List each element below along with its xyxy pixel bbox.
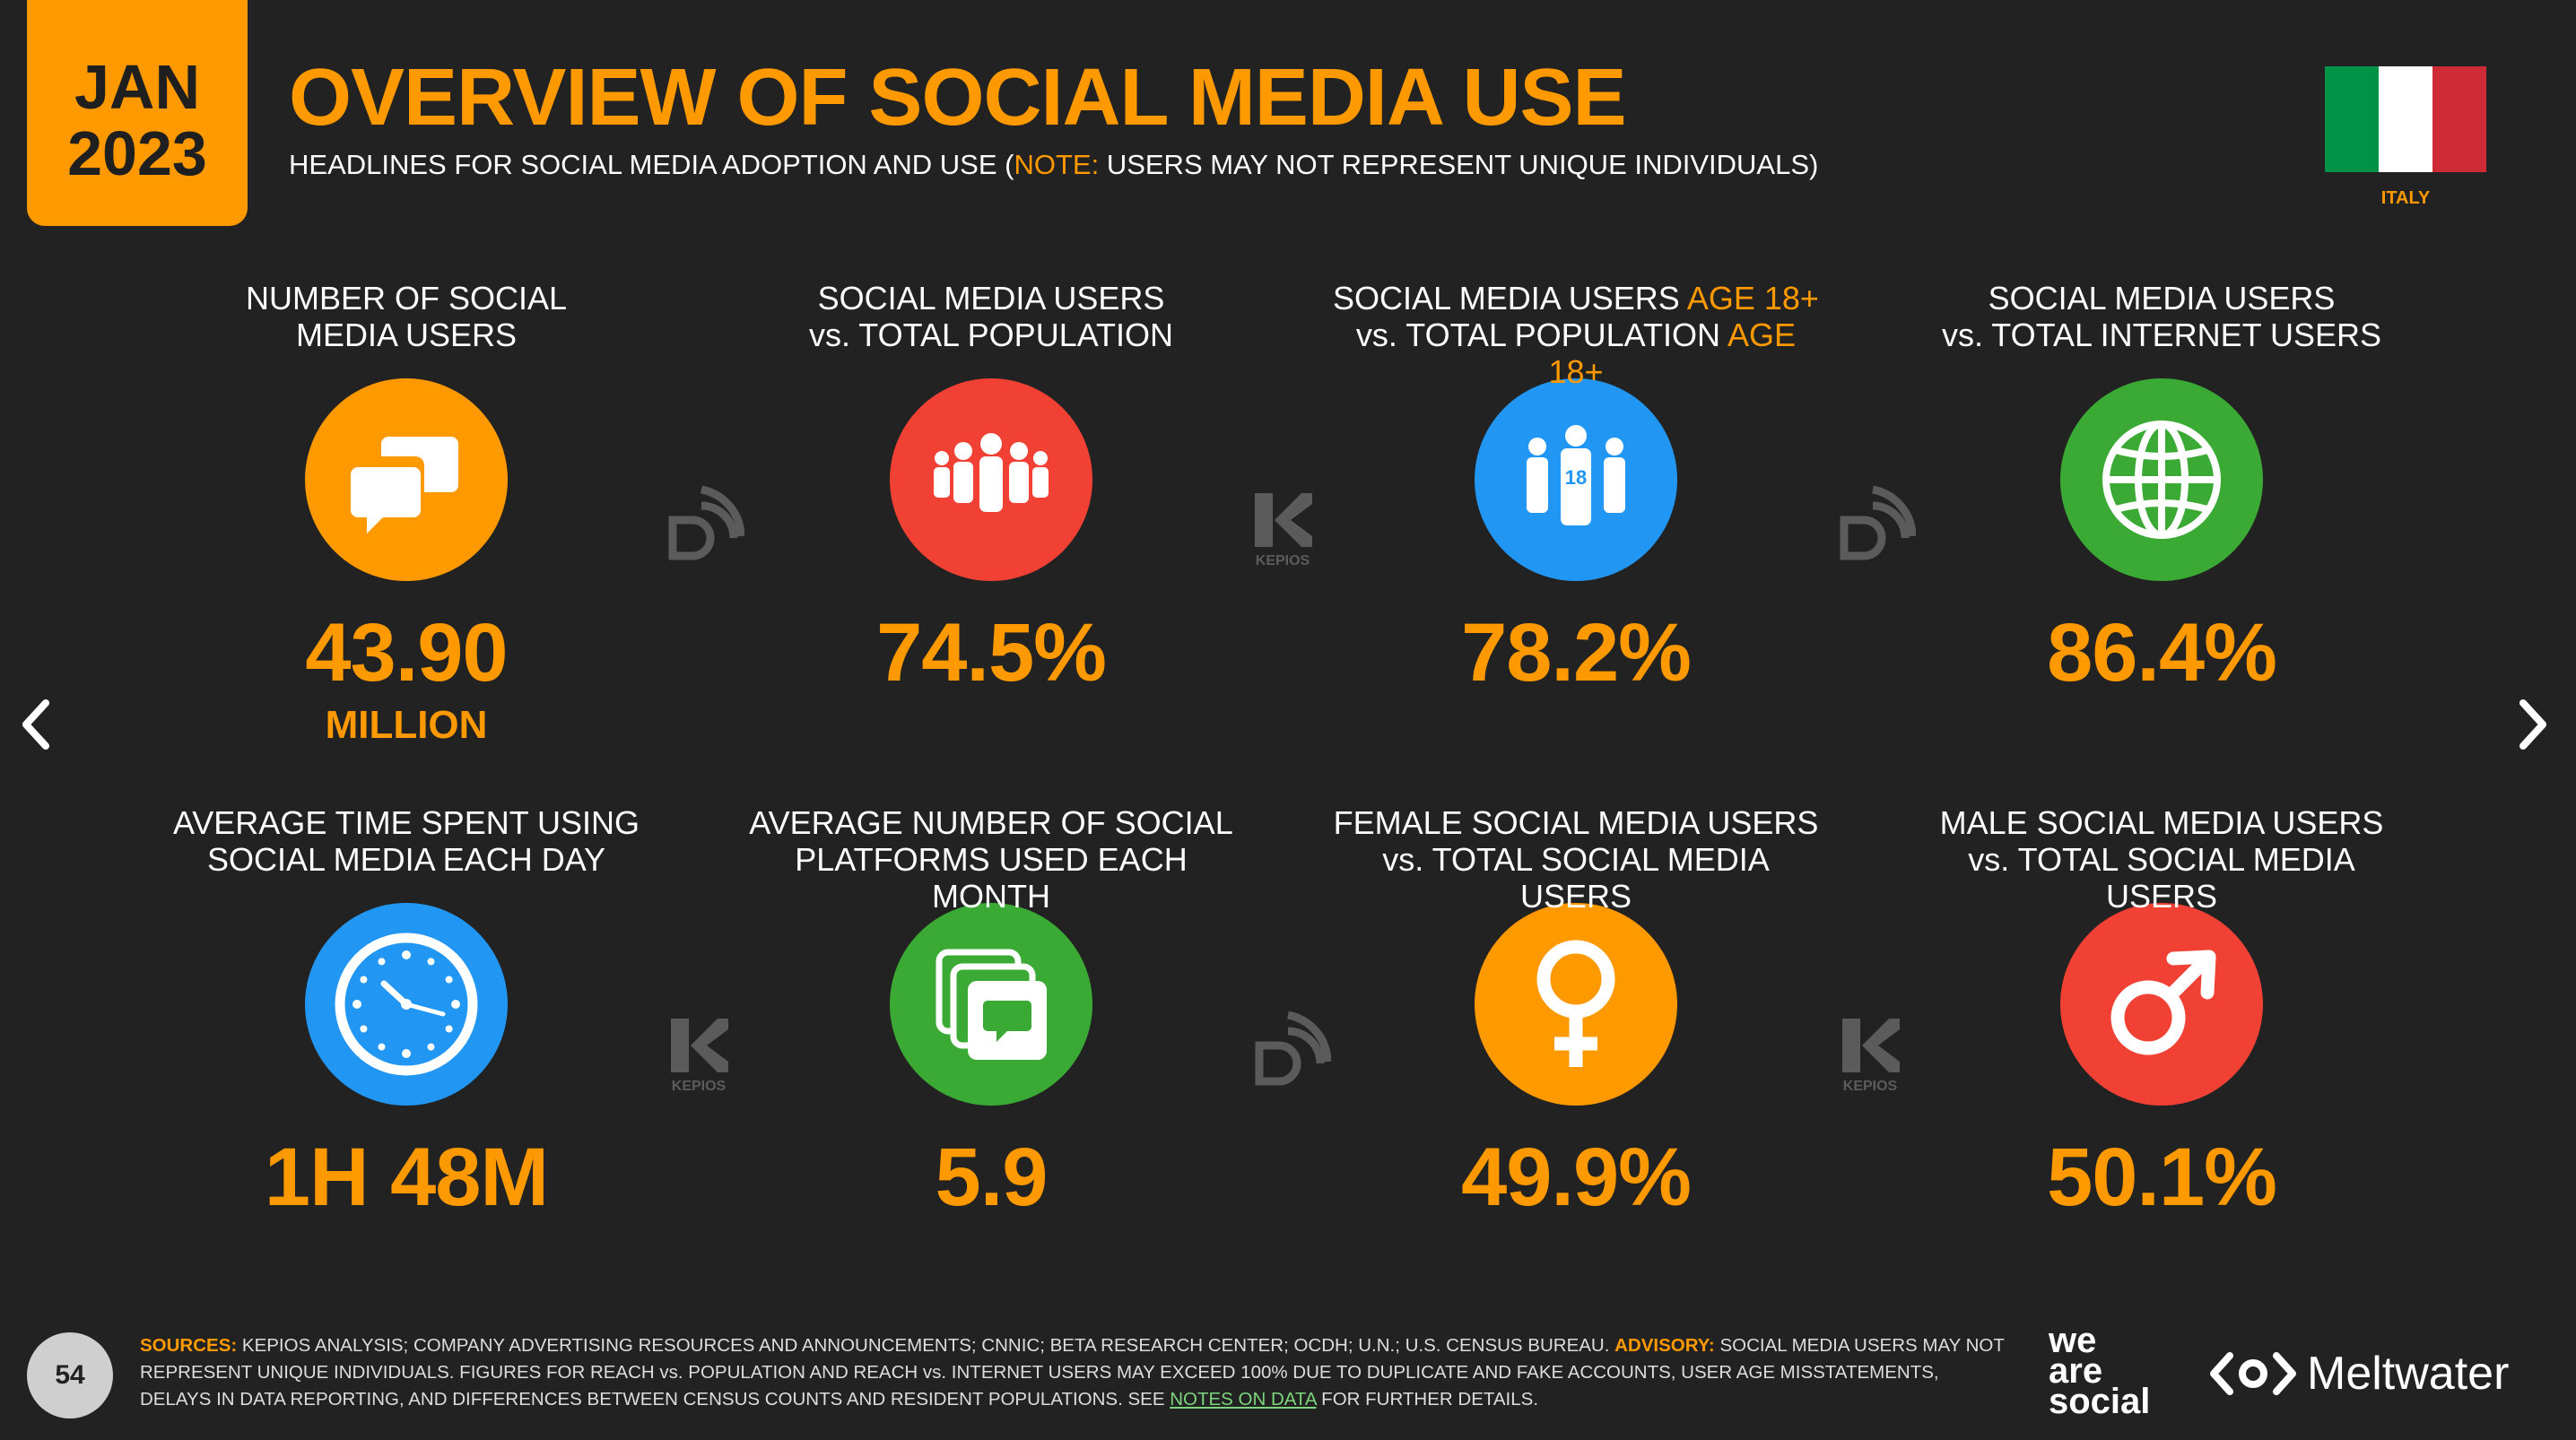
- stat-label: FEMALE SOCIAL MEDIA USERS vs. TOTAL SOCIA…: [1333, 804, 1819, 915]
- previous-slide-button[interactable]: [14, 698, 59, 751]
- country-label: ITALY: [2380, 188, 2431, 208]
- stat-number-of-users: NUMBER OF SOCIAL MEDIA USERS 43.90 MILLIO…: [155, 280, 657, 748]
- notes-on-data-link[interactable]: NOTES ON DATA: [1170, 1389, 1317, 1410]
- crowd-icon: [890, 378, 1092, 581]
- datareportal-watermark-icon: [1250, 1010, 1332, 1095]
- page-title: OVERVIEW OF SOCIAL MEDIA USE: [289, 53, 1627, 143]
- stat-label: SOCIAL MEDIA USERS vs. TOTAL POPULATION: [808, 280, 1174, 353]
- stat-average-time: AVERAGE TIME SPENT USING SOCIAL MEDIA EAC…: [155, 804, 657, 1219]
- male-symbol-icon: [2060, 903, 2263, 1106]
- kepios-logo-icon: [671, 1019, 728, 1072]
- stat-average-platforms: AVERAGE NUMBER OF SOCIAL PLATFORMS USED E…: [740, 804, 1242, 1219]
- page-subtitle: HEADLINES FOR SOCIAL MEDIA ADOPTION AND …: [289, 149, 1819, 180]
- datareportal-watermark-icon: [1835, 484, 1917, 569]
- adults-18-icon: 18: [1475, 378, 1677, 581]
- female-symbol-icon: [1475, 903, 1677, 1106]
- stat-label: AVERAGE TIME SPENT USING SOCIAL MEDIA EAC…: [172, 804, 640, 878]
- stat-male-users: MALE SOCIAL MEDIA USERS vs. TOTAL SOCIAL …: [1910, 804, 2413, 1219]
- kepios-logo-icon: [1255, 493, 1312, 547]
- chat-bubbles-icon: [305, 378, 508, 581]
- kepios-watermark: KEPIOS: [1839, 1017, 1902, 1095]
- stat-label: MALE SOCIAL MEDIA USERS vs. TOTAL SOCIAL …: [1939, 804, 2384, 915]
- meltwater-mark-icon: [2210, 1352, 2296, 1395]
- stat-users-vs-population: SOCIAL MEDIA USERS vs. TOTAL POPULATION 7…: [740, 280, 1242, 694]
- chevron-right-icon: [2519, 699, 2546, 750]
- chevron-left-icon: [22, 699, 49, 750]
- stacked-apps-icon: [890, 903, 1092, 1106]
- stat-users-vs-internet: SOCIAL MEDIA USERS vs. TOTAL INTERNET USE…: [1910, 280, 2413, 694]
- italy-flag-icon: [2325, 66, 2486, 172]
- kepios-watermark: KEPIOS: [667, 1017, 730, 1095]
- stat-label: SOCIAL MEDIA USERS AGE 18+ vs. TOTAL POPU…: [1333, 280, 1819, 390]
- meltwater-logo: Meltwater: [2208, 1347, 2509, 1401]
- stat-value: 78.2%: [1461, 607, 1692, 698]
- stat-value: 43.90: [305, 607, 508, 698]
- date-year: 2023: [67, 118, 207, 188]
- datareportal-watermark-icon: [664, 484, 745, 569]
- date-month: JAN: [74, 52, 201, 122]
- kepios-logo-icon: [1842, 1019, 1900, 1072]
- svg-text:18: 18: [1565, 466, 1587, 489]
- date-badge: JAN 2023: [27, 0, 248, 226]
- clock-icon: [305, 903, 508, 1106]
- kepios-watermark: KEPIOS: [1251, 491, 1314, 569]
- stat-value: 49.9%: [1461, 1132, 1692, 1223]
- next-slide-button[interactable]: [2510, 698, 2554, 751]
- stat-users-vs-population-18plus: SOCIAL MEDIA USERS AGE 18+ vs. TOTAL POPU…: [1325, 280, 1827, 694]
- stat-value: 74.5%: [876, 607, 1107, 698]
- stat-unit: MILLION: [325, 703, 488, 747]
- stat-value: 50.1%: [2047, 1132, 2277, 1223]
- stat-value: 5.9: [935, 1132, 1049, 1223]
- stat-value: 1H 48M: [264, 1132, 549, 1223]
- stat-female-users: FEMALE SOCIAL MEDIA USERS vs. TOTAL SOCIA…: [1325, 804, 1827, 1219]
- globe-icon: [2060, 378, 2263, 581]
- page-number: 54: [27, 1332, 113, 1418]
- sources-text: SOURCES: KEPIOS ANALYSIS; COMPANY ADVERT…: [140, 1335, 2005, 1410]
- we-are-social-logo: we are social: [2049, 1321, 2151, 1421]
- stat-value: 86.4%: [2047, 607, 2277, 698]
- stat-label: NUMBER OF SOCIAL MEDIA USERS: [245, 280, 568, 353]
- stat-label: SOCIAL MEDIA USERS vs. TOTAL INTERNET USE…: [1941, 280, 2382, 353]
- stat-label: AVERAGE NUMBER OF SOCIAL PLATFORMS USED E…: [749, 804, 1233, 915]
